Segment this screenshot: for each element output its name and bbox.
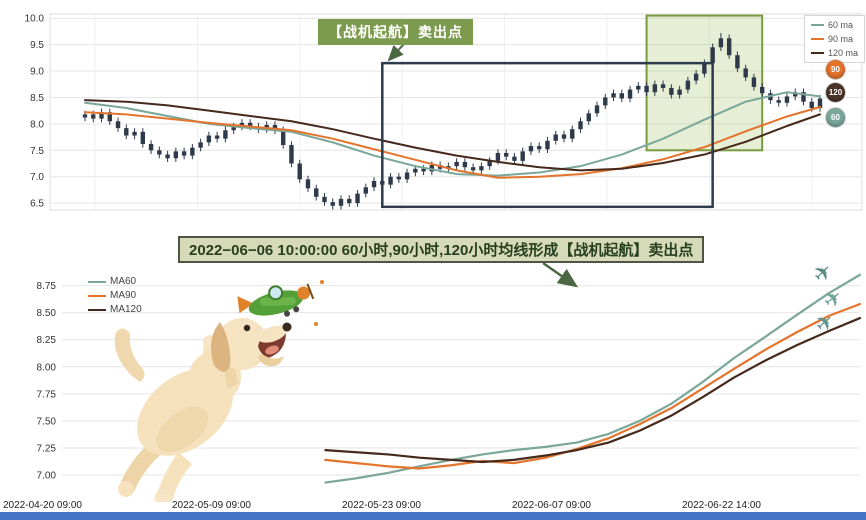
- ma60-line-swatch-icon: [88, 280, 106, 283]
- legend-item-ma90: MA90: [88, 290, 142, 301]
- svg-text:7.00: 7.00: [37, 471, 57, 482]
- signal-banner: 2022−06−06 10:00:00 60小时,90小时,120小时均线形成【…: [178, 236, 705, 263]
- x-tick-label: 2022-06-07 09:00: [512, 500, 591, 511]
- ma90-value-badge: 90: [826, 60, 845, 79]
- bottom-ma-line-chart: 8.75 8.50 8.25 8.00 7.75 7.50 7.25 7.00: [37, 261, 862, 484]
- sell-point-annotation: 【战机起航】卖出点: [318, 19, 473, 45]
- top-chart-legend: 60 ma 90 ma 120 ma: [804, 15, 866, 63]
- toy-plane-illustration: [232, 272, 332, 339]
- taskbar-strip[interactable]: [0, 512, 866, 520]
- svg-text:8.25: 8.25: [37, 335, 57, 346]
- svg-text:8.75: 8.75: [37, 281, 57, 292]
- legend-label: 60 ma: [828, 20, 854, 30]
- ma90-line-swatch-icon: [88, 294, 106, 297]
- legend-label: MA90: [110, 290, 137, 301]
- bottom-chart-legend: MA60 MA90 MA120: [88, 276, 142, 315]
- ma90-line-swatch-icon: [811, 38, 824, 40]
- svg-text:8.00: 8.00: [37, 362, 57, 373]
- svg-text:8.50: 8.50: [37, 308, 57, 319]
- legend-item-60ma: 60 ma: [811, 20, 858, 30]
- svg-text:7.25: 7.25: [37, 443, 57, 454]
- svg-text:6.5: 6.5: [30, 199, 44, 210]
- x-tick-label: 2022-04-20 09:00: [3, 500, 82, 511]
- svg-text:8.0: 8.0: [30, 119, 44, 130]
- ma120-value-badge: 120: [826, 83, 845, 102]
- legend-item-ma120: MA120: [88, 304, 142, 315]
- svg-text:7.50: 7.50: [37, 416, 57, 427]
- top-candlestick-chart: 10.0 9.5 9.0 8.5 8.0 7.5 7.0 6.5: [25, 13, 863, 211]
- legend-item-ma60: MA60: [88, 276, 142, 287]
- toy-plane-icon: [237, 280, 324, 326]
- svg-text:10.0: 10.0: [25, 14, 45, 25]
- ma120-line-swatch-icon: [811, 52, 824, 54]
- ma120-line-swatch-icon: [88, 308, 106, 311]
- legend-item-120ma: 120 ma: [811, 48, 858, 58]
- x-tick-label: 2022-05-23 09:00: [342, 500, 421, 511]
- svg-text:9.5: 9.5: [30, 40, 44, 51]
- legend-label: 90 ma: [828, 34, 854, 44]
- svg-text:7.5: 7.5: [30, 146, 44, 157]
- legend-item-90ma: 90 ma: [811, 34, 858, 44]
- legend-label: 120 ma: [828, 48, 859, 58]
- dog-icon: [114, 318, 292, 507]
- svg-text:7.0: 7.0: [30, 172, 44, 183]
- jumping-dog-illustration: [80, 292, 300, 507]
- svg-text:7.75: 7.75: [37, 389, 57, 400]
- x-tick-label: 2022-05-09 09:00: [172, 500, 251, 511]
- legend-label: MA120: [110, 304, 142, 315]
- ma60-line-swatch-icon: [811, 24, 824, 26]
- legend-label: MA60: [110, 276, 137, 287]
- x-tick-label: 2022-06-22 14:00: [682, 500, 761, 511]
- svg-text:8.5: 8.5: [30, 93, 44, 104]
- svg-text:9.0: 9.0: [30, 67, 44, 78]
- ma60-value-badge: 60: [826, 108, 845, 127]
